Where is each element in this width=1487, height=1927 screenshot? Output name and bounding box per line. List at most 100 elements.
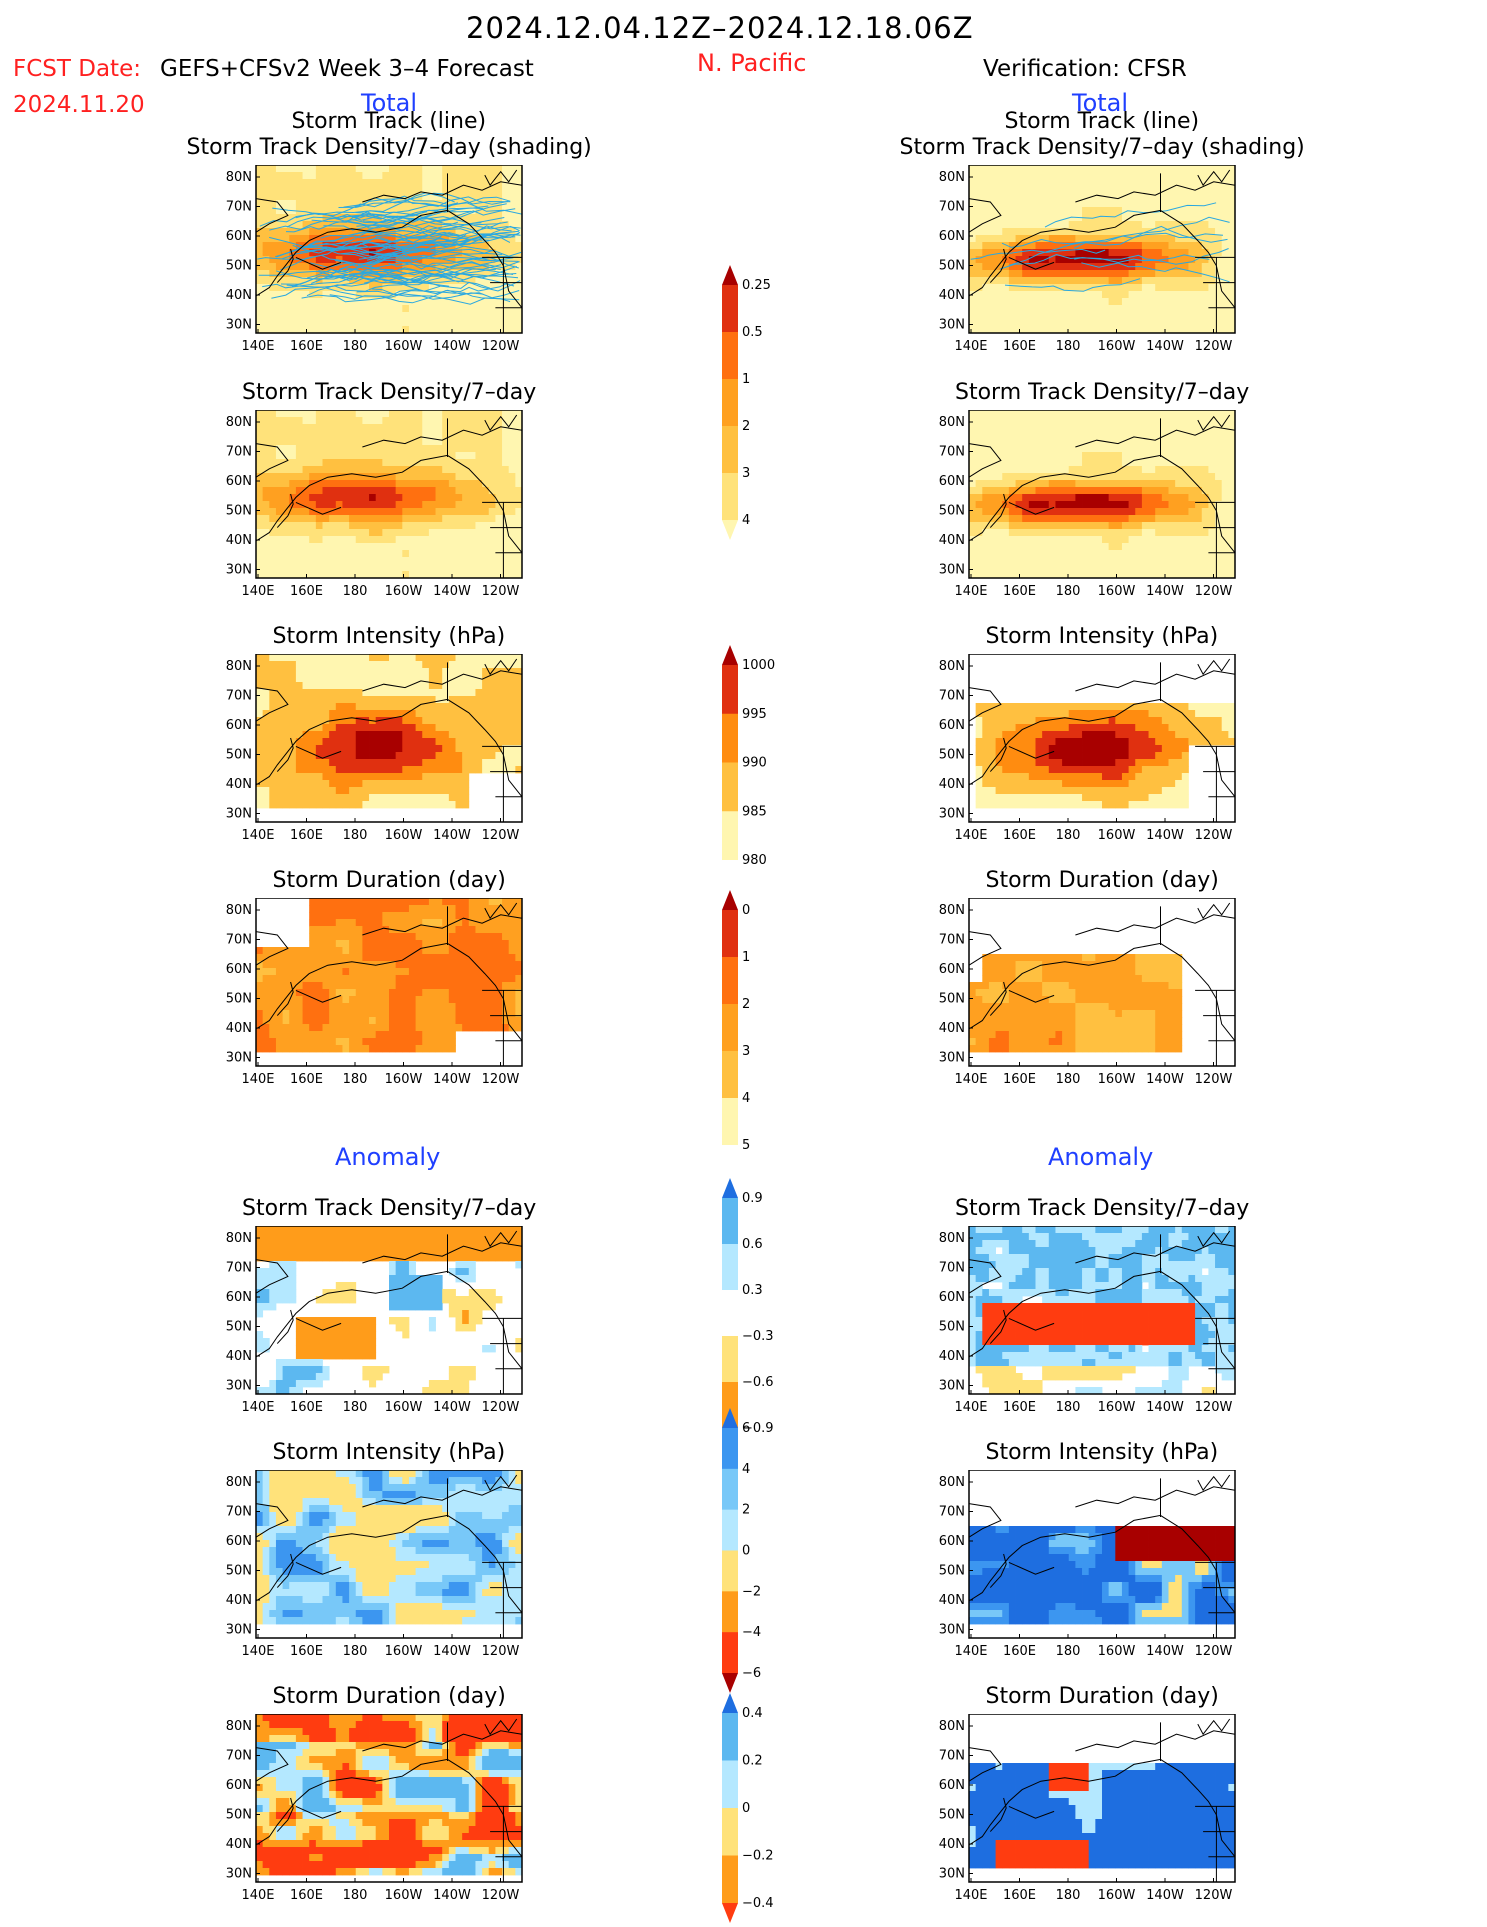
shading-cell xyxy=(369,550,376,557)
shading-cell xyxy=(409,172,416,179)
shading-cell xyxy=(389,1575,396,1582)
shading-cell xyxy=(329,494,336,501)
shading-cell xyxy=(269,1254,276,1261)
shading-cell xyxy=(296,1024,303,1031)
shading-cell xyxy=(263,305,270,312)
shading-cell xyxy=(329,1038,336,1045)
shading-cell xyxy=(482,975,489,982)
shading-cell xyxy=(356,1540,363,1547)
shading-cell xyxy=(336,759,343,766)
shading-cell xyxy=(396,438,403,445)
shading-cell xyxy=(263,1477,270,1484)
shading-cell xyxy=(469,543,476,550)
shading-cell xyxy=(409,1561,416,1568)
shading-cell xyxy=(263,1484,270,1491)
shading-cell xyxy=(442,1031,449,1038)
shading-cell xyxy=(422,424,429,431)
shading-cell xyxy=(429,780,436,787)
shading-cell xyxy=(442,550,449,557)
shading-cell xyxy=(289,543,296,550)
shading-cell xyxy=(309,975,316,982)
shading-cell xyxy=(349,1226,356,1233)
shading-cell xyxy=(323,445,330,452)
shading-cell xyxy=(389,319,396,326)
shading-cell xyxy=(449,794,456,801)
shading-cell xyxy=(303,1484,310,1491)
shading-cell xyxy=(323,794,330,801)
shading-cell xyxy=(429,186,436,193)
shading-cell xyxy=(469,654,476,661)
shading-cell xyxy=(376,1031,383,1038)
shading-cell xyxy=(495,996,502,1003)
shading-cell xyxy=(336,1491,343,1498)
shading-cell xyxy=(422,1226,429,1233)
shading-cell xyxy=(382,996,389,1003)
shading-cell xyxy=(416,773,423,780)
lat-tick-label: 80N xyxy=(226,1231,252,1246)
shading-cell xyxy=(509,522,516,529)
shading-cell xyxy=(429,529,436,536)
shading-cell xyxy=(356,480,363,487)
shading-cell xyxy=(416,172,423,179)
shading-cell xyxy=(309,905,316,912)
shading-cell xyxy=(362,1254,369,1261)
shading-cell xyxy=(442,1540,449,1547)
shading-cell xyxy=(256,179,263,186)
shading-cell xyxy=(309,1024,316,1031)
shading-cell xyxy=(469,1240,476,1247)
shading-cell xyxy=(283,305,290,312)
shading-cell xyxy=(489,165,496,172)
shading-cell xyxy=(349,1561,356,1568)
shading-cell xyxy=(329,445,336,452)
shading-cell xyxy=(369,1352,376,1359)
shading-cell xyxy=(362,1547,369,1554)
shading-cell xyxy=(316,424,323,431)
shading-cell xyxy=(402,564,409,571)
shading-cell xyxy=(316,1491,323,1498)
shading-cell xyxy=(475,305,482,312)
shading-cell xyxy=(389,459,396,466)
shading-cell xyxy=(429,1240,436,1247)
shading-cell xyxy=(469,933,476,940)
lon-tick-label: 120W xyxy=(482,1400,520,1415)
shading-cell xyxy=(422,494,429,501)
shading-cell xyxy=(309,933,316,940)
shading-cell xyxy=(429,961,436,968)
shading-cell xyxy=(296,431,303,438)
shading-cell xyxy=(356,431,363,438)
shading-cell xyxy=(276,305,283,312)
shading-cell xyxy=(469,731,476,738)
shading-cell xyxy=(289,424,296,431)
shading-cell xyxy=(495,522,502,529)
shading-cell xyxy=(389,933,396,940)
shading-cell xyxy=(323,1540,330,1547)
shading-cell xyxy=(416,898,423,905)
shading-cell xyxy=(256,801,263,808)
shading-cell xyxy=(342,319,349,326)
shading-cell xyxy=(342,1010,349,1017)
shading-cell xyxy=(456,752,463,759)
shading-cell xyxy=(362,1470,369,1477)
shading-cell xyxy=(283,1554,290,1561)
shading-cell xyxy=(409,1261,416,1268)
shading-cell xyxy=(289,731,296,738)
shading-cell xyxy=(442,947,449,954)
shading-cell xyxy=(316,536,323,543)
lon-tick-label: 180 xyxy=(343,1072,368,1087)
shading-cell xyxy=(449,689,456,696)
shading-cell xyxy=(356,1338,363,1345)
shading-cell xyxy=(429,445,436,452)
shading-cell xyxy=(382,675,389,682)
shading-cell xyxy=(356,1317,363,1324)
shading-cell xyxy=(449,466,456,473)
shading-cell xyxy=(402,1024,409,1031)
shading-cell xyxy=(316,933,323,940)
shading-cell xyxy=(263,738,270,745)
shading-cell xyxy=(402,752,409,759)
shading-cell xyxy=(449,745,456,752)
shading-cell xyxy=(256,1247,263,1254)
shading-cell xyxy=(263,752,270,759)
shading-cell xyxy=(316,1226,323,1233)
shading-cell xyxy=(449,801,456,808)
shading-cell xyxy=(263,438,270,445)
